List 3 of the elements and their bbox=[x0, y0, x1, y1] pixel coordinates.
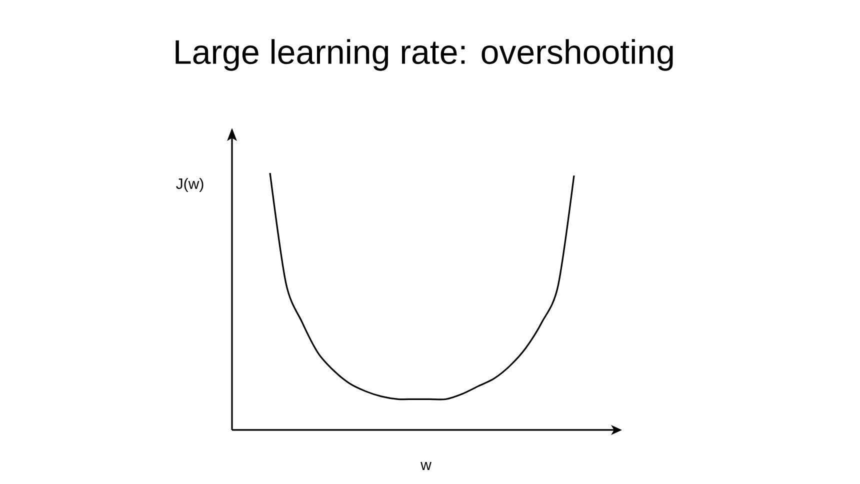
y-axis-title: J(w) bbox=[176, 178, 204, 192]
chart-title: Large learning rate: overshooting bbox=[176, 39, 673, 71]
x-axis-title: w bbox=[420, 462, 432, 470]
